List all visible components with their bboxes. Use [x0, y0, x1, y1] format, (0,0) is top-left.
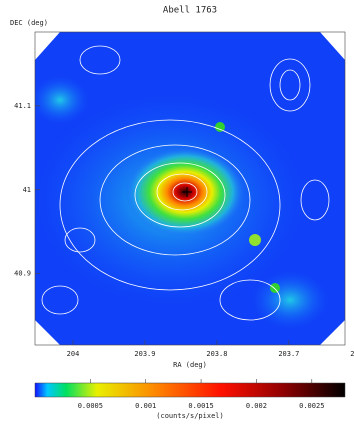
colorbar-tick-label: 0.0025 [299, 402, 324, 410]
y-axis-label: DEC (deg) [10, 19, 48, 27]
colorbar-tick-label: 0.0015 [188, 402, 213, 410]
frame [34, 31, 346, 346]
x-tick-label: 203.6 [350, 350, 354, 358]
colorbar [34, 382, 346, 398]
x-tick-label: 203.9 [134, 350, 155, 358]
x-ray-image [35, 32, 345, 345]
x-tick-label: 204 [67, 350, 80, 358]
colorbar-tick-label: 0.0005 [78, 402, 103, 410]
colorbar-label: (counts/s/pixel) [156, 412, 223, 420]
x-tick-label: 203.8 [206, 350, 227, 358]
x-tick-label: 203.7 [278, 350, 299, 358]
chart-title: Abell 1763 [163, 6, 217, 16]
colorbar-tick-label: 0.001 [135, 402, 156, 410]
y-tick-label: 40.9 [14, 270, 31, 278]
y-tick-label: 41 [23, 186, 31, 194]
colorbar-tick-label: 0.002 [246, 402, 267, 410]
y-tick-label: 41.1 [14, 102, 31, 110]
x-axis-label: RA (deg) [173, 361, 207, 369]
